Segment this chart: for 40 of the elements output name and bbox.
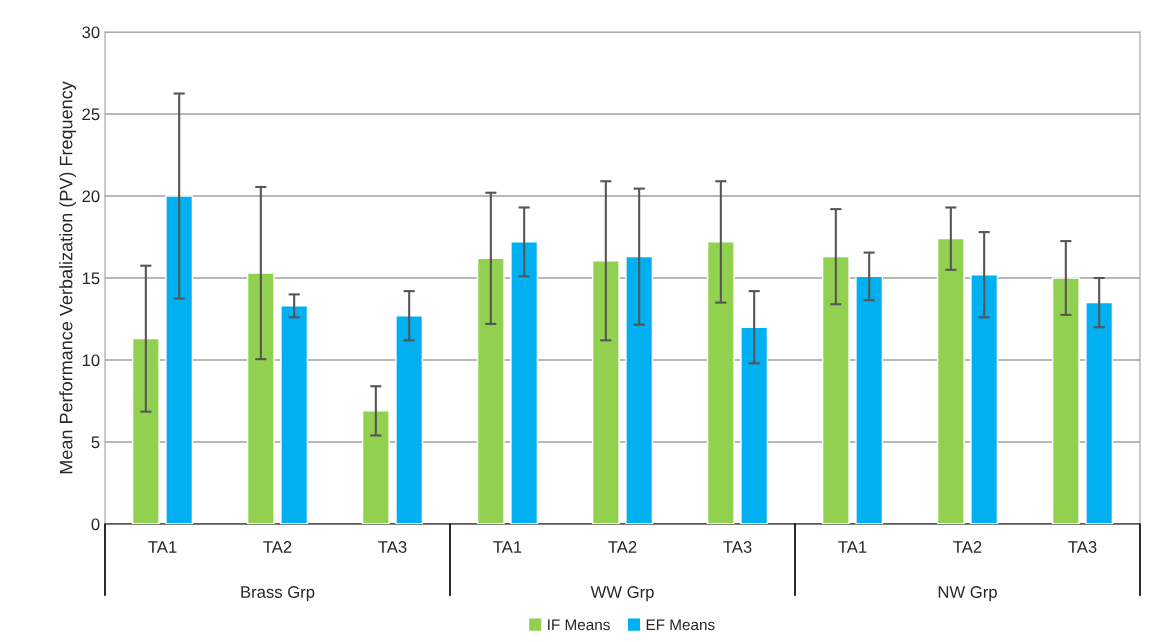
y-tick-label: 15 [82, 272, 100, 285]
y-tick-label: 20 [82, 190, 100, 203]
bar [1085, 301, 1114, 524]
bar [476, 257, 505, 524]
x-tick-label: TA2 [608, 541, 637, 553]
bar [246, 272, 275, 524]
legend-label: EF Means [646, 619, 715, 631]
y-axis-title: Mean Performance Verbalization (PV) Frequency [59, 81, 77, 474]
bar [625, 255, 654, 524]
bar [1051, 277, 1080, 524]
legend-label: IF Means [548, 619, 610, 631]
y-tick-label: 5 [91, 436, 100, 449]
x-tick-label: TA1 [148, 541, 177, 553]
bar [855, 275, 884, 524]
bar [740, 326, 769, 524]
bar [821, 255, 850, 524]
bar [131, 337, 160, 524]
bar [706, 241, 735, 524]
bar [970, 274, 999, 524]
bar [361, 410, 390, 524]
y-tick-label: 25 [82, 108, 100, 121]
bar [165, 195, 194, 524]
text: WW Grp [590, 586, 654, 602]
x-tick-label: TA1 [838, 541, 867, 553]
x-tick-label: TA3 [1068, 541, 1097, 553]
bar [591, 260, 620, 524]
text: NW Grp [938, 586, 997, 602]
x-tick-label: TA1 [493, 541, 522, 553]
y-tick-label: 30 [82, 26, 100, 39]
bar [280, 305, 309, 524]
x-tick-label: TA2 [953, 541, 982, 553]
x-tick-label: TA2 [263, 541, 292, 553]
bar [936, 237, 965, 524]
text: Brass Grp [241, 586, 315, 602]
y-tick-label: 0 [91, 518, 100, 531]
x-tick-label: TA3 [723, 541, 752, 553]
bar [510, 241, 539, 524]
bar [395, 315, 424, 524]
y-tick-label: 10 [82, 354, 100, 367]
x-tick-label: TA3 [378, 541, 407, 553]
